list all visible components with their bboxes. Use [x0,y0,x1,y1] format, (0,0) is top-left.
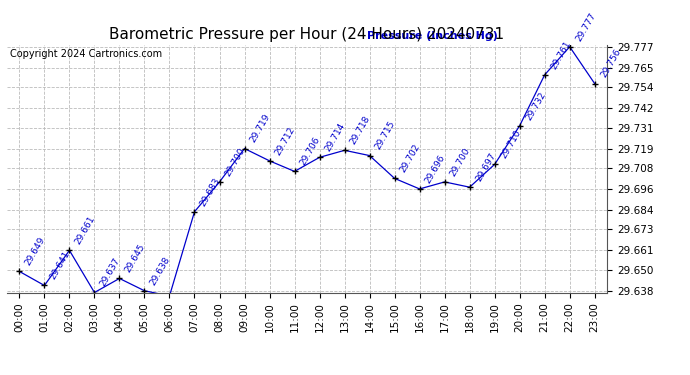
Text: 29.683: 29.683 [199,176,222,208]
Text: 29.645: 29.645 [124,243,147,274]
Text: Copyright 2024 Cartronics.com: Copyright 2024 Cartronics.com [10,49,162,59]
Text: 29.719: 29.719 [248,112,273,144]
Text: 29.714: 29.714 [324,122,347,153]
Text: 29.712: 29.712 [274,125,297,157]
Text: 29.732: 29.732 [524,90,547,122]
Text: 29.661: 29.661 [74,214,97,246]
Text: 29.700: 29.700 [448,146,473,178]
Text: 29.641: 29.641 [48,250,72,281]
Text: 29.756: 29.756 [599,48,622,80]
Text: 29.710: 29.710 [499,128,522,160]
Text: 29.777: 29.777 [574,11,598,43]
Text: 29.700: 29.700 [224,146,247,178]
Text: 29.637: 29.637 [99,256,122,288]
Text: 29.635: 29.635 [0,374,1,375]
Text: 29.761: 29.761 [549,39,573,70]
Text: 29.697: 29.697 [474,151,497,183]
Text: 29.638: 29.638 [148,255,172,286]
Text: 29.702: 29.702 [399,142,422,174]
Text: 29.715: 29.715 [374,120,397,152]
Text: 29.718: 29.718 [348,114,373,146]
Text: 29.706: 29.706 [299,135,322,167]
Text: 29.696: 29.696 [424,153,447,185]
Text: 29.649: 29.649 [23,236,47,267]
Text: Pressure (Inches Hg): Pressure (Inches Hg) [367,31,498,41]
Title: Barometric Pressure per Hour (24 Hours) 20240731: Barometric Pressure per Hour (24 Hours) … [110,27,504,42]
